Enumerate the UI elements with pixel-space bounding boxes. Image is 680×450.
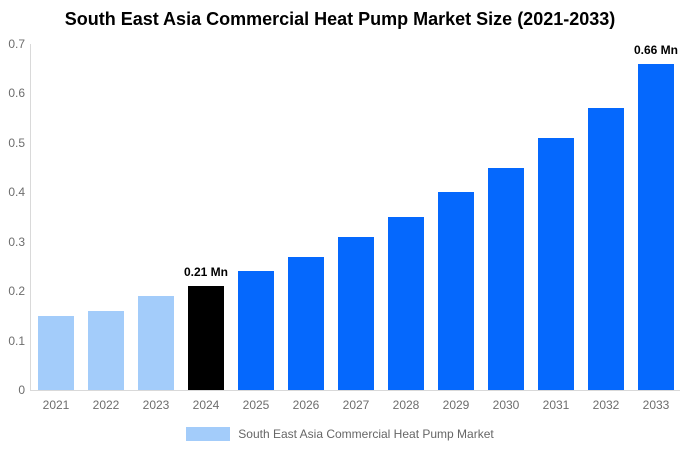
bar-2029 [438, 192, 474, 390]
bar-2025 [238, 271, 274, 390]
y-axis: 0 0.1 0.2 0.3 0.4 0.5 0.6 0.7 [0, 37, 25, 397]
x-tick-label-2023: 2023 [142, 398, 170, 412]
legend-swatch [186, 427, 231, 441]
y-tick-label-0.5: 0.5 [8, 135, 25, 150]
bar-value-label-2024: 0.21 Mn [183, 265, 228, 280]
chart-title: South East Asia Commercial Heat Pump Mar… [64, 9, 616, 29]
x-axis: 2021 2022 2023 2024 2025 2026 2027 2028 2029 2030… [31, 398, 680, 414]
bar-2032 [588, 108, 624, 390]
y-tick-label-0: 0 [18, 383, 25, 397]
x-tick-label-2030: 2030 [492, 398, 520, 412]
bar-2026 [288, 256, 324, 390]
bar-2024 [188, 286, 224, 390]
x-tick-label-2033: 2033 [642, 398, 670, 412]
legend-label: South East Asia Commercial Heat Pump Mar… [238, 427, 494, 441]
y-tick-label-0.7: 0.7 [8, 37, 25, 51]
bar-2030 [488, 167, 524, 390]
bar-2021 [38, 315, 74, 390]
x-tick-label-2026: 2026 [292, 398, 320, 412]
x-tick-label-2031: 2031 [542, 398, 570, 412]
bar-2031 [538, 137, 574, 390]
bar-2023 [138, 296, 174, 390]
bar-2033 [638, 63, 674, 390]
x-tick-label-2024: 2024 [192, 398, 220, 412]
x-tick-label-2021: 2021 [42, 398, 70, 412]
y-tick-label-0.1: 0.1 [8, 333, 25, 348]
y-tick-label-0.4: 0.4 [8, 185, 25, 200]
x-tick-label-2027: 2027 [342, 398, 370, 412]
plot-area: 0.21 Mn 0.66 Mn [30, 42, 680, 391]
y-tick-label-0.6: 0.6 [8, 86, 25, 101]
x-tick-label-2028: 2028 [392, 398, 420, 412]
x-tick-label-2029: 2029 [442, 398, 470, 412]
bar-2028 [388, 217, 424, 390]
x-tick-label-2025: 2025 [242, 398, 270, 412]
bar-value-label-2033: 0.66 Mn [633, 42, 678, 57]
x-tick-label-2022: 2022 [92, 398, 120, 412]
bar-2022 [88, 310, 124, 390]
bar-2027 [338, 236, 374, 390]
legend: South East Asia Commercial Heat Pump Mar… [0, 426, 680, 442]
x-tick-label-2032: 2032 [592, 398, 620, 412]
y-tick-label-0.3: 0.3 [8, 234, 25, 249]
y-tick-label-0.2: 0.2 [8, 284, 25, 299]
